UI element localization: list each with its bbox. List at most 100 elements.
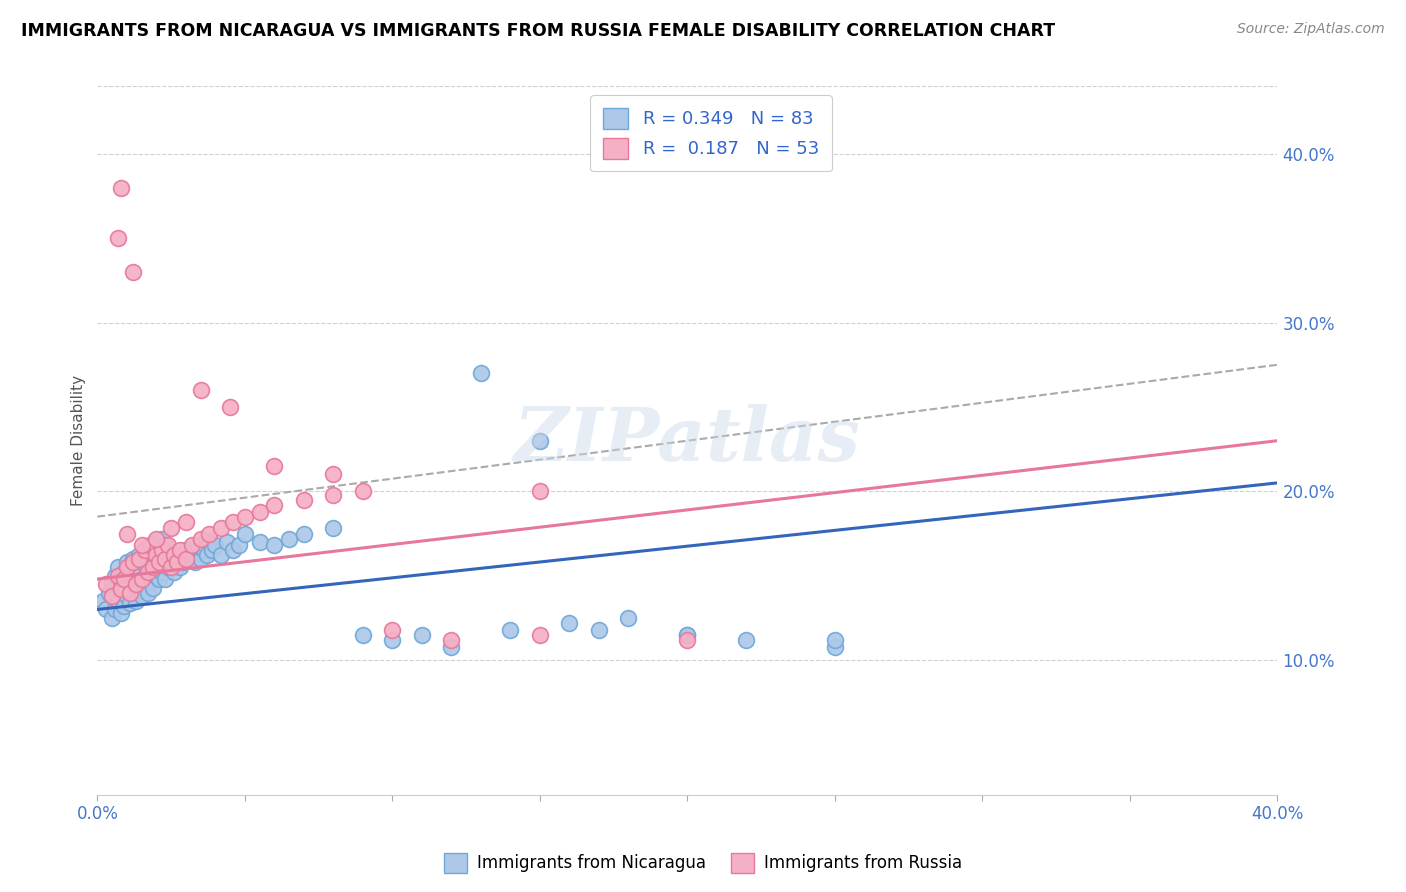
Point: [381, 623, 404, 637]
Point: [352, 484, 374, 499]
Point: [228, 538, 250, 552]
Point: [91, 594, 114, 608]
Point: [177, 551, 200, 566]
Point: [112, 566, 135, 580]
Point: [588, 623, 610, 637]
Point: [169, 543, 191, 558]
Point: [136, 585, 159, 599]
Point: [145, 532, 167, 546]
Point: [142, 581, 165, 595]
Point: [292, 492, 315, 507]
Point: [180, 538, 202, 552]
Text: Source: ZipAtlas.com: Source: ZipAtlas.com: [1237, 22, 1385, 37]
Point: [110, 180, 132, 194]
Point: [107, 231, 129, 245]
Point: [217, 535, 239, 549]
Point: [121, 551, 143, 566]
Point: [160, 560, 183, 574]
Point: [470, 366, 492, 380]
Point: [134, 543, 156, 558]
Point: [142, 547, 165, 561]
Point: [201, 543, 224, 558]
Point: [174, 543, 197, 558]
Point: [128, 582, 150, 597]
Point: [153, 538, 176, 552]
Point: [166, 549, 188, 563]
Point: [107, 568, 129, 582]
Point: [204, 538, 226, 552]
Point: [150, 543, 173, 558]
Y-axis label: Female Disability: Female Disability: [72, 376, 86, 507]
Point: [166, 555, 188, 569]
Point: [142, 560, 165, 574]
Point: [145, 568, 167, 582]
Point: [131, 538, 153, 552]
Point: [193, 543, 215, 558]
Point: [322, 521, 344, 535]
Point: [150, 566, 173, 580]
Point: [322, 467, 344, 482]
Point: [121, 265, 143, 279]
Point: [222, 515, 245, 529]
Point: [198, 535, 221, 549]
Point: [115, 589, 138, 603]
Point: [676, 628, 699, 642]
Point: [278, 532, 301, 546]
Point: [101, 611, 124, 625]
Point: [131, 555, 153, 569]
Point: [558, 615, 581, 630]
Point: [121, 585, 143, 599]
Point: [104, 568, 127, 582]
Point: [110, 582, 132, 597]
Point: [112, 572, 135, 586]
Point: [824, 640, 846, 654]
Point: [352, 628, 374, 642]
Point: [145, 535, 167, 549]
Point: [112, 599, 135, 613]
Point: [101, 589, 124, 603]
Point: [322, 488, 344, 502]
Point: [125, 577, 148, 591]
Point: [134, 577, 156, 591]
Point: [440, 640, 463, 654]
Point: [96, 577, 118, 591]
Point: [187, 538, 209, 552]
Point: [411, 628, 433, 642]
Point: [148, 538, 170, 552]
Point: [195, 549, 218, 563]
Point: [180, 549, 202, 563]
Point: [499, 623, 522, 637]
Point: [172, 555, 194, 569]
Point: [134, 543, 156, 558]
Point: [160, 555, 183, 569]
Point: [157, 560, 180, 574]
Text: IMMIGRANTS FROM NICARAGUA VS IMMIGRANTS FROM RUSSIA FEMALE DISABILITY CORRELATIO: IMMIGRANTS FROM NICARAGUA VS IMMIGRANTS …: [21, 22, 1056, 40]
Point: [115, 526, 138, 541]
Point: [174, 515, 197, 529]
Point: [118, 585, 141, 599]
Point: [735, 632, 758, 647]
Point: [157, 538, 180, 552]
Point: [222, 543, 245, 558]
Point: [190, 383, 212, 397]
Point: [529, 628, 551, 642]
Point: [263, 538, 285, 552]
Point: [198, 526, 221, 541]
Point: [128, 551, 150, 566]
Point: [115, 560, 138, 574]
Point: [107, 560, 129, 574]
Point: [153, 572, 176, 586]
Legend: Immigrants from Nicaragua, Immigrants from Russia: Immigrants from Nicaragua, Immigrants fr…: [437, 847, 969, 880]
Point: [824, 632, 846, 647]
Point: [110, 606, 132, 620]
Point: [169, 560, 191, 574]
Point: [529, 434, 551, 448]
Point: [233, 526, 256, 541]
Point: [96, 602, 118, 616]
Point: [139, 540, 162, 554]
Point: [219, 400, 242, 414]
Point: [131, 589, 153, 603]
Point: [148, 572, 170, 586]
Point: [139, 538, 162, 552]
Point: [209, 549, 232, 563]
